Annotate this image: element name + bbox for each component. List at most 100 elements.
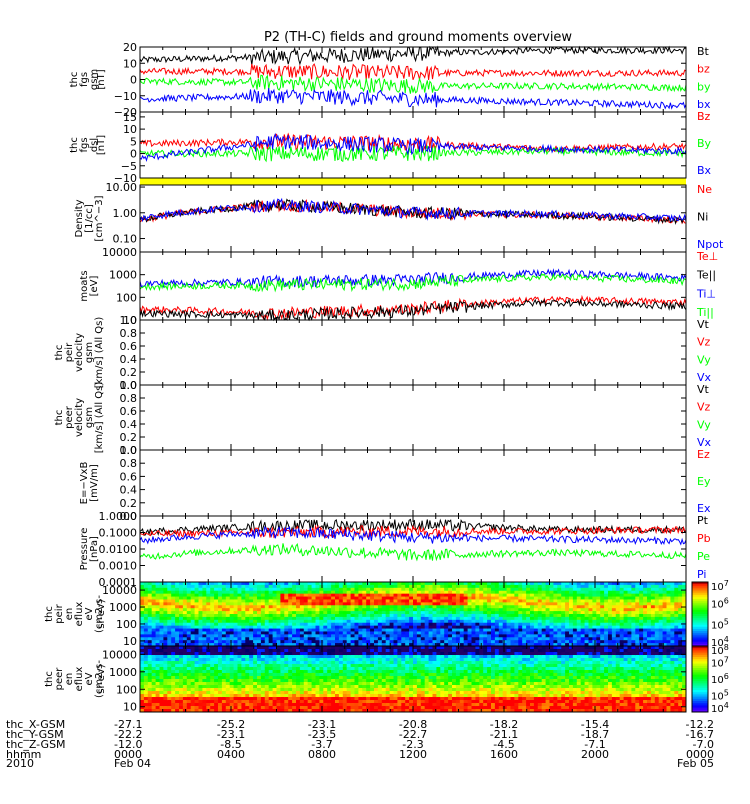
spectrogram-cell bbox=[210, 700, 214, 704]
spectrogram-cell bbox=[167, 667, 171, 671]
spectrogram-cell bbox=[296, 585, 300, 588]
spectrogram-cell bbox=[249, 582, 253, 585]
spectrogram-cell bbox=[163, 588, 167, 591]
spectrogram-cell bbox=[514, 626, 518, 629]
spectrogram-cell bbox=[589, 611, 593, 614]
spectrogram-cell bbox=[230, 706, 234, 710]
panel-frame bbox=[140, 450, 686, 516]
spectrogram-cell bbox=[280, 599, 284, 602]
spectrogram-cell bbox=[160, 608, 164, 611]
spectrogram-cell bbox=[444, 623, 448, 626]
spectrogram-cell bbox=[553, 582, 557, 585]
spectrogram-cell bbox=[335, 703, 339, 707]
spectrogram-cell bbox=[475, 597, 479, 600]
spectrogram-cell bbox=[674, 594, 678, 597]
spectrogram-cell bbox=[604, 594, 608, 597]
spectrogram-cell bbox=[589, 594, 593, 597]
spectrogram-cell bbox=[304, 694, 308, 698]
spectrogram-cell bbox=[491, 617, 495, 620]
spectrogram-cell bbox=[269, 582, 273, 585]
spectrogram-cell bbox=[378, 611, 382, 614]
spectrogram-cell bbox=[308, 646, 312, 650]
spectrogram-cell bbox=[327, 626, 331, 629]
spectrogram-cell bbox=[238, 670, 242, 674]
spectrogram-cell bbox=[160, 599, 164, 602]
spectrogram-cell bbox=[678, 611, 682, 614]
spectrogram-cell bbox=[382, 626, 386, 629]
spectrogram-cell bbox=[277, 634, 281, 637]
spectrogram-cell bbox=[199, 688, 203, 692]
spectrogram-cell bbox=[253, 626, 257, 629]
spectrogram-cell bbox=[335, 682, 339, 686]
spectrogram-cell bbox=[534, 605, 538, 608]
spectrogram-cell bbox=[183, 670, 187, 674]
spectrogram-cell bbox=[241, 661, 245, 665]
spectrogram-cell bbox=[234, 608, 238, 611]
spectrogram-cell bbox=[464, 608, 468, 611]
spectrogram-cell bbox=[351, 658, 355, 662]
spectrogram-cell bbox=[347, 637, 351, 640]
spectrogram-cell bbox=[643, 631, 647, 634]
spectrogram-cell bbox=[304, 673, 308, 677]
spectrogram-cell bbox=[288, 617, 292, 620]
spectrogram-cell bbox=[304, 655, 308, 659]
spectrogram-cell bbox=[206, 688, 210, 692]
spectrogram-cell bbox=[191, 637, 195, 640]
spectrogram-cell bbox=[526, 637, 530, 640]
spectrogram-cell bbox=[355, 634, 359, 637]
legend-pressure-1: Pb bbox=[697, 532, 711, 545]
spectrogram-cell bbox=[261, 617, 265, 620]
spectrogram-cell bbox=[409, 591, 413, 594]
spectrogram-cell bbox=[210, 620, 214, 623]
spectrogram-cell bbox=[257, 585, 261, 588]
spectrogram-cell bbox=[222, 688, 226, 692]
spectrogram-cell bbox=[296, 626, 300, 629]
spectrogram-cell bbox=[479, 608, 483, 611]
spectrogram-cell bbox=[339, 597, 343, 600]
y-tick-label: 0.0010 bbox=[99, 560, 138, 573]
spectrogram-cell bbox=[140, 658, 144, 662]
spectrogram-cell bbox=[234, 655, 238, 659]
spectrogram-cell bbox=[382, 597, 386, 600]
spectrogram-cell bbox=[167, 626, 171, 629]
spectrogram-cell bbox=[230, 679, 234, 683]
spectrogram-cell bbox=[214, 629, 218, 632]
spectrogram-cell bbox=[277, 688, 281, 692]
spectrogram-cell bbox=[316, 700, 320, 704]
spectrogram-cell bbox=[503, 620, 507, 623]
spectrogram-cell bbox=[183, 637, 187, 640]
spectrogram-cell bbox=[241, 591, 245, 594]
spectrogram-cell bbox=[191, 691, 195, 695]
spectrogram-cell bbox=[300, 626, 304, 629]
spectrogram-cell bbox=[421, 605, 425, 608]
spectrogram-cell bbox=[499, 631, 503, 634]
spectrogram-cell bbox=[374, 608, 378, 611]
spectrogram-cell bbox=[269, 658, 273, 662]
spectrogram-cell bbox=[195, 685, 199, 689]
spectrogram-cell bbox=[464, 605, 468, 608]
spectrogram-cell bbox=[261, 676, 265, 680]
spectrogram-cell bbox=[425, 585, 429, 588]
spectrogram-cell bbox=[316, 655, 320, 659]
panel-frame bbox=[140, 320, 686, 385]
spectrogram-cell bbox=[234, 706, 238, 710]
spectrogram-cell bbox=[616, 594, 620, 597]
spectrogram-cell bbox=[514, 594, 518, 597]
spectrogram-cell bbox=[175, 617, 179, 620]
spectrogram-cell bbox=[144, 685, 148, 689]
spectrogram-cell bbox=[327, 599, 331, 602]
spectrogram-cell bbox=[179, 637, 183, 640]
spectrogram-cell bbox=[596, 594, 600, 597]
spectrogram-cell bbox=[273, 679, 277, 683]
spectrogram-cell bbox=[148, 646, 152, 650]
spectrogram-cell bbox=[222, 700, 226, 704]
spectrogram-cell bbox=[167, 685, 171, 689]
spectrogram-cell bbox=[382, 605, 386, 608]
spectrogram-cell bbox=[394, 623, 398, 626]
spectrogram-cell bbox=[179, 688, 183, 692]
spectrogram-cell bbox=[647, 602, 651, 605]
spectrogram-cell bbox=[386, 634, 390, 637]
spectrogram-cell bbox=[659, 594, 663, 597]
spectrogram-cell bbox=[152, 691, 156, 695]
